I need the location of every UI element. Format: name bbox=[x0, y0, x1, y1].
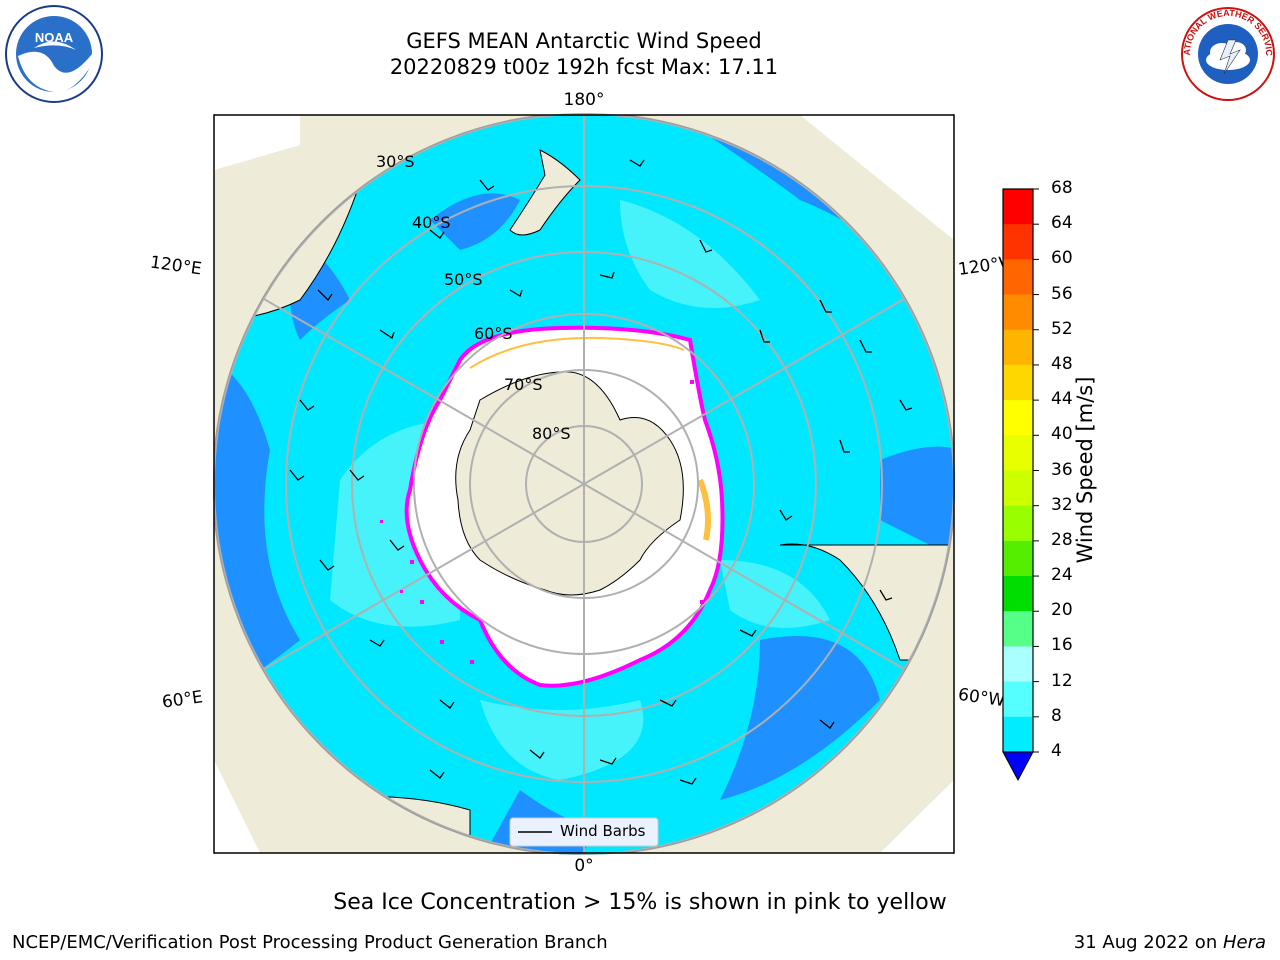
chart-subtitle: 20220829 t00z 192h fcst Max: 17.11 bbox=[389, 55, 779, 79]
colorbar-segment bbox=[1003, 681, 1033, 718]
colorbar-segment bbox=[1003, 646, 1033, 683]
colorbar-under-triangle bbox=[1002, 751, 1034, 782]
lat-label-70s: 70°S bbox=[504, 375, 543, 394]
colorbar-tick-label: 64 bbox=[1051, 213, 1073, 234]
colorbar-segment bbox=[1003, 716, 1033, 753]
colorbar-tick-label: 60 bbox=[1051, 248, 1073, 269]
colorbar-tick-label: 8 bbox=[1051, 705, 1062, 726]
colorbar-tick-label: 16 bbox=[1051, 635, 1073, 656]
longitude-grid bbox=[213, 113, 955, 855]
footer-date-text: 31 Aug 2022 on bbox=[1073, 932, 1223, 953]
colorbar-tick-label: 12 bbox=[1051, 670, 1073, 691]
antarctica-landmass bbox=[455, 371, 684, 596]
colorbar-segment bbox=[1003, 576, 1033, 612]
noaa-logo: NOAA bbox=[4, 4, 104, 104]
colorbar-segment bbox=[1003, 435, 1033, 471]
colorbar-segment bbox=[1003, 224, 1033, 260]
colorbar-segment bbox=[1003, 364, 1033, 401]
colorbar-tick-label: 4 bbox=[1051, 741, 1062, 761]
footer-date: 31 Aug 2022 on Hera bbox=[1074, 932, 1266, 953]
colorbar-segment bbox=[1003, 294, 1033, 331]
colorbar-segment bbox=[1003, 470, 1033, 507]
colorbar-tick-label: 40 bbox=[1051, 424, 1073, 445]
map-frame bbox=[213, 114, 955, 854]
colorbar-segment bbox=[1003, 611, 1033, 647]
footer-branch: NCEP/EMC/Verification Post Processing Pr… bbox=[12, 932, 608, 953]
colorbar-title: Wind Speed [m/s] bbox=[1073, 376, 1097, 564]
lat-label-30s: 30°S bbox=[376, 152, 415, 171]
lon-label-bottom: 0° bbox=[574, 856, 594, 876]
wind-barbs bbox=[289, 159, 913, 785]
colorbar-segment bbox=[1003, 329, 1033, 366]
colorbar-tick-label: 48 bbox=[1051, 353, 1073, 374]
lat-label-80s: 80°S bbox=[532, 424, 571, 443]
wind-barbs-legend bbox=[509, 817, 659, 847]
new-zealand bbox=[509, 149, 581, 236]
sea-ice-specks bbox=[380, 380, 704, 664]
footer-machine: Hera bbox=[1222, 932, 1266, 953]
colorbar-tick-label: 28 bbox=[1051, 529, 1073, 550]
lon-label-top: 180° bbox=[563, 90, 605, 110]
colorbar-segment bbox=[1003, 540, 1033, 577]
lat-label-60s: 60°S bbox=[474, 324, 513, 343]
colorbar-segment bbox=[1003, 259, 1033, 296]
lat-label-50s: 50°S bbox=[444, 270, 483, 289]
colorbar-tick-label: 24 bbox=[1051, 565, 1073, 586]
colorbar-tick-label: 36 bbox=[1051, 459, 1073, 480]
national-weather-service-logo: NATIONAL WEATHER SERVICE bbox=[1175, 0, 1278, 104]
sea-ice-caption: Sea Ice Concentration > 15% is shown in … bbox=[333, 890, 947, 915]
colorbar-segment bbox=[1003, 189, 1033, 225]
colorbar-tick-label: 52 bbox=[1051, 318, 1073, 339]
colorbar-tick-label: 20 bbox=[1051, 600, 1073, 621]
lat-label-40s: 40°S bbox=[412, 213, 451, 232]
colorbar-tick-label: 56 bbox=[1051, 283, 1073, 304]
colorbar-segment bbox=[1003, 505, 1033, 542]
colorbar-tick-label: 68 bbox=[1051, 178, 1073, 198]
colorbar-tick-label: 44 bbox=[1051, 389, 1073, 410]
chart-title: GEFS MEAN Antarctic Wind Speed bbox=[406, 29, 762, 53]
noaa-logo-text: NOAA bbox=[35, 30, 74, 45]
colorbar-tick-label: 32 bbox=[1051, 494, 1073, 515]
legend-label: Wind Barbs bbox=[560, 822, 646, 840]
colorbar-segment bbox=[1003, 400, 1033, 436]
